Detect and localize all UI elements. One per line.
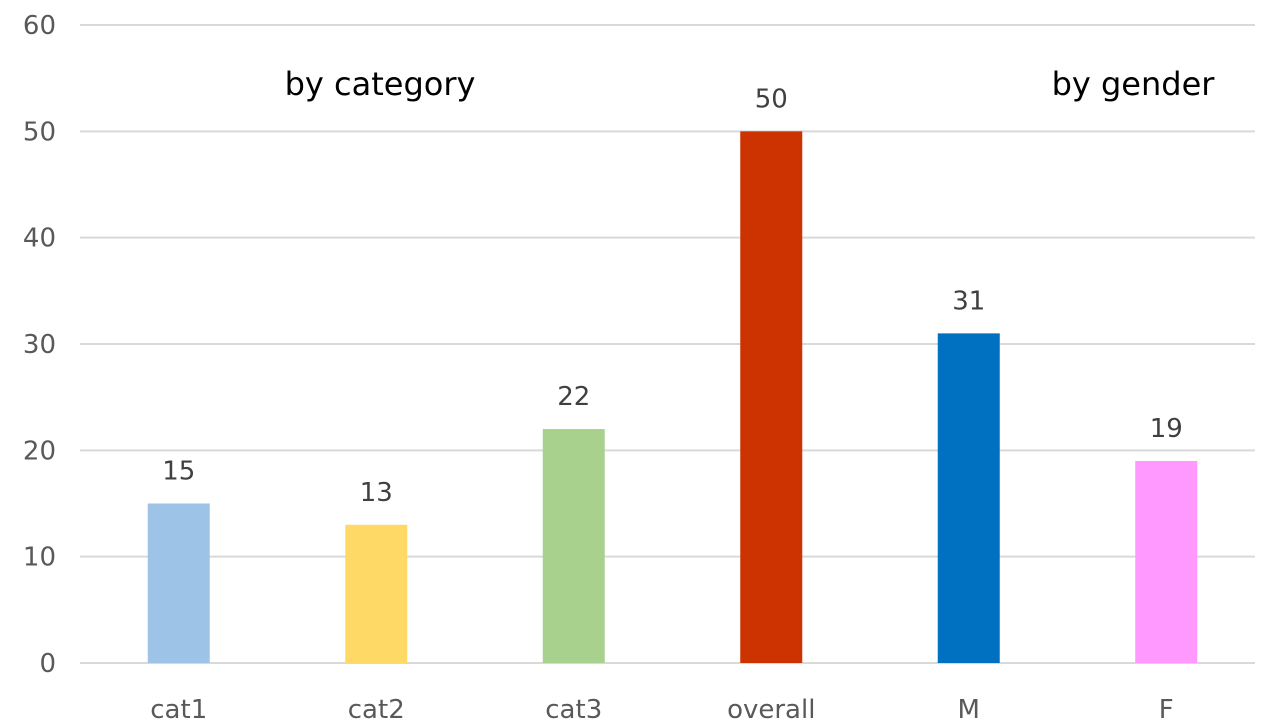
bar-cat3	[542, 429, 605, 663]
y-tick-label: 60	[23, 11, 56, 41]
data-label-cat1: 15	[162, 457, 195, 487]
bars	[147, 131, 1198, 664]
y-axis-ticks: 0 10 20 30 40 50 60	[23, 11, 56, 679]
category-label-F: F	[1159, 695, 1174, 725]
data-label-cat2: 13	[360, 478, 393, 508]
y-tick-label: 0	[39, 649, 56, 679]
y-tick-label: 10	[23, 543, 56, 573]
bar-F	[1135, 460, 1198, 663]
category-label-overall: overall	[727, 695, 815, 725]
data-label-F: 19	[1150, 414, 1183, 444]
category-label-M: M	[958, 695, 980, 725]
gridlines	[80, 24, 1255, 664]
y-tick-label: 50	[23, 117, 56, 147]
y-tick-label: 30	[23, 330, 56, 360]
x-axis-labels: cat1 cat2 cat3 overall M F	[150, 695, 1173, 725]
category-label-cat2: cat2	[348, 695, 405, 725]
bar-overall	[740, 131, 803, 664]
y-tick-label: 40	[23, 224, 56, 254]
data-labels: 15 13 22 50 31 19	[162, 84, 1183, 507]
annotation-by-gender: by gender	[1052, 65, 1216, 103]
category-label-cat3: cat3	[545, 695, 602, 725]
bar-cat2	[345, 524, 408, 663]
data-label-M: 31	[952, 286, 985, 316]
category-label-cat1: cat1	[150, 695, 207, 725]
data-label-overall: 50	[755, 84, 788, 114]
bar-cat1	[147, 503, 210, 663]
annotation-by-category: by category	[285, 65, 476, 103]
data-label-cat3: 22	[557, 382, 590, 412]
y-tick-label: 20	[23, 436, 56, 466]
bar-M	[937, 333, 1000, 663]
annotations: by category by gender	[285, 65, 1216, 103]
